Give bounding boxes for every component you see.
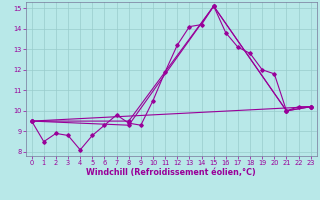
X-axis label: Windchill (Refroidissement éolien,°C): Windchill (Refroidissement éolien,°C) <box>86 168 256 177</box>
